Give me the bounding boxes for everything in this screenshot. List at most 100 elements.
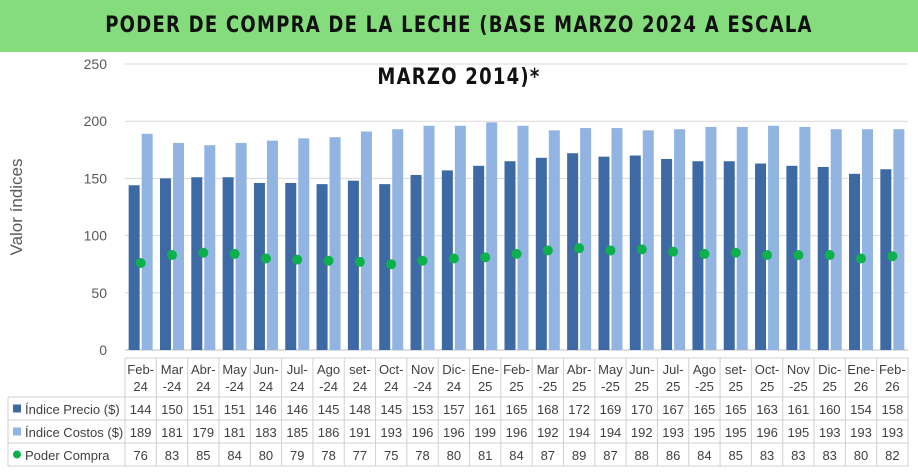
point-poder-compra (730, 247, 741, 258)
category-label-line1: Abr- (567, 362, 592, 377)
bar-indice-costos (486, 122, 498, 351)
category-label-line2: 25 (729, 379, 743, 394)
point-poder-compra (166, 250, 177, 261)
point-poder-compra (386, 259, 397, 270)
data-table-value: 148 (349, 402, 371, 417)
bar-indice-costos (893, 129, 905, 350)
title-banner (0, 0, 918, 52)
point-poder-compra (856, 253, 867, 264)
bar-indice-costos (736, 126, 748, 350)
data-table-value: 172 (568, 402, 590, 417)
point-poder-compra (323, 255, 334, 266)
y-tick-label: 200 (84, 113, 108, 129)
bar-indice-precio (598, 156, 610, 350)
point-poder-compra (229, 248, 240, 259)
bar-indice-precio (786, 165, 798, 350)
bar-indice-precio (849, 173, 861, 350)
category-label-line2: 24 (259, 379, 273, 394)
bar-indice-precio (222, 177, 234, 350)
chart-title: PODER DE COMPRA DE LA LECHE (BASE MARZO … (105, 13, 813, 90)
bar-indice-precio (253, 182, 265, 350)
point-poder-compra (574, 243, 585, 254)
legend-key-indice-precio (13, 404, 21, 413)
legend-label: Poder Compra (25, 448, 110, 463)
category-label-line2: 25 (478, 379, 492, 394)
bar-indice-costos (235, 142, 247, 350)
category-label-line2: 24 (196, 379, 210, 394)
category-label-line1: Ago (693, 362, 716, 377)
data-table-value: 150 (161, 402, 183, 417)
bar-indice-costos (768, 125, 780, 350)
data-table-value: 80 (854, 448, 868, 463)
bar-indice-costos (141, 133, 153, 350)
point-poder-compra (824, 250, 835, 261)
data-table-value: 186 (318, 425, 340, 440)
legend-label: Índice Costos ($) (25, 425, 123, 440)
bar-indice-precio (535, 157, 547, 350)
point-poder-compra (292, 254, 303, 265)
bar-indice-precio (347, 180, 359, 350)
bar-indice-precio (410, 174, 422, 350)
data-table-value: 185 (286, 425, 308, 440)
data-table-value: 84 (509, 448, 523, 463)
point-poder-compra (668, 246, 679, 257)
category-label-line1: Mar (161, 362, 184, 377)
bar-indice-costos (548, 130, 560, 350)
bar-indice-precio (316, 184, 328, 350)
bar-indice-precio (128, 185, 140, 350)
data-table-value: 165 (725, 402, 747, 417)
category-label-line1: Jul- (663, 362, 684, 377)
data-table-value: 75 (384, 448, 398, 463)
data-table-value: 193 (380, 425, 402, 440)
category-label-line1: Oct- (379, 362, 404, 377)
category-label-line1: Feb- (127, 362, 154, 377)
point-poder-compra (793, 250, 804, 261)
bar-indice-precio (159, 178, 171, 350)
category-label-line1: Jul- (287, 362, 308, 377)
point-poder-compra (542, 245, 553, 256)
category-label-line2: -24 (225, 379, 244, 394)
bar-indice-costos (360, 131, 372, 350)
category-label-line1: Oct- (755, 362, 780, 377)
data-table-value: 77 (353, 448, 367, 463)
data-table-value: 195 (725, 425, 747, 440)
category-label-line1: Feb- (879, 362, 906, 377)
y-tick-label: 150 (84, 170, 108, 186)
category-label-line2: -24 (413, 379, 432, 394)
data-table-value: 158 (881, 402, 903, 417)
bar-indice-precio (473, 165, 485, 350)
data-table-value: 195 (694, 425, 716, 440)
point-poder-compra (636, 244, 647, 255)
category-label-line2: -25 (601, 379, 620, 394)
data-table-value: 83 (791, 448, 805, 463)
bar-indice-precio (285, 182, 297, 350)
data-table-value: 80 (259, 448, 273, 463)
data-table-value: 86 (666, 448, 680, 463)
point-poder-compra (605, 245, 616, 256)
data-table-value: 161 (474, 402, 496, 417)
category-label-line2: -25 (789, 379, 808, 394)
bar-indice-costos (642, 130, 654, 350)
data-table-value: 196 (756, 425, 778, 440)
bar-indice-costos (392, 129, 404, 350)
bar-indice-costos (204, 145, 216, 350)
category-label-line1: Ago (317, 362, 340, 377)
data-table-value: 193 (850, 425, 872, 440)
category-label-line1: Dic- (818, 362, 841, 377)
bar-indice-costos (674, 129, 686, 350)
bar-indice-precio (504, 161, 516, 350)
bar-indice-costos (298, 138, 310, 350)
category-label-line1: Abr- (191, 362, 216, 377)
point-poder-compra (480, 252, 491, 263)
bar-indice-precio (723, 161, 735, 350)
point-poder-compra (887, 251, 898, 262)
y-tick-label: 50 (91, 285, 107, 301)
data-table-value: 194 (568, 425, 590, 440)
y-tick-label: 0 (99, 342, 107, 358)
data-table-value: 144 (130, 402, 152, 417)
bar-indice-precio (692, 161, 704, 350)
legend-key-indice-costos (13, 427, 21, 436)
data-table-value: 191 (349, 425, 371, 440)
data-table-value: 167 (662, 402, 684, 417)
data-table-value: 78 (321, 448, 335, 463)
